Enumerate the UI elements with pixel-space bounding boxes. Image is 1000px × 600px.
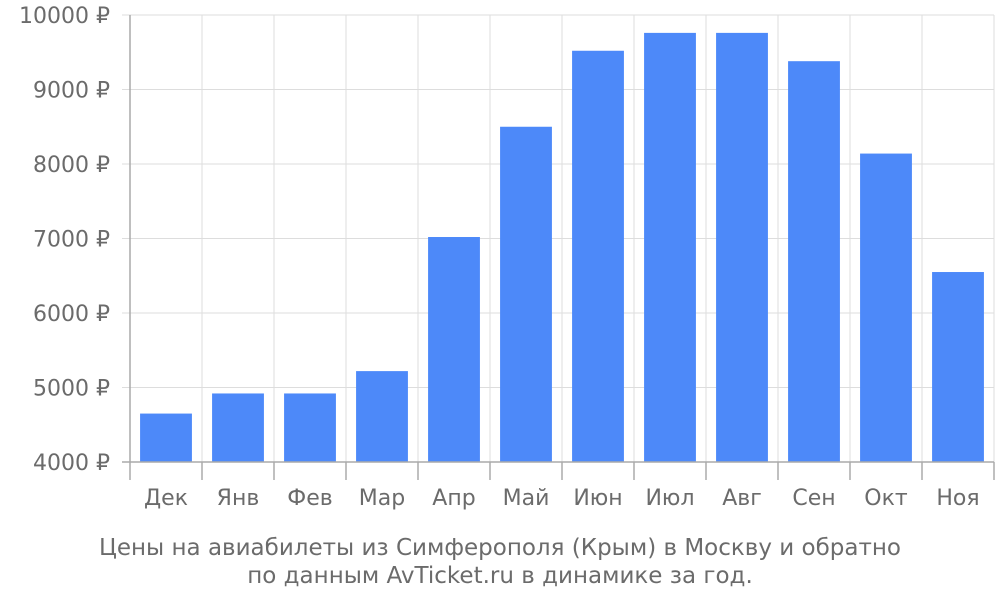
- x-tick-label: Ноя: [936, 486, 979, 511]
- chart-caption-line-2: по данным AvTicket.ru в динамике за год.: [247, 563, 753, 589]
- bar: [572, 50, 624, 462]
- x-tick-label: Апр: [432, 486, 475, 511]
- y-tick-label: 10000 ₽: [19, 4, 110, 29]
- bars: [140, 32, 984, 462]
- x-tick-label: Сен: [792, 486, 835, 511]
- bar: [212, 393, 264, 462]
- bar: [500, 126, 552, 462]
- x-tick-labels: Дек Янв Фев Мар Апр Май Июн Июл Авг Сен Окт Ноя: [144, 486, 980, 511]
- x-tick-label: Авг: [722, 486, 762, 511]
- x-tick-label: Фев: [287, 486, 332, 511]
- bar: [644, 32, 696, 462]
- bar: [788, 61, 840, 462]
- y-tick-label: 5000 ₽: [33, 377, 110, 402]
- chart-caption-line-1: Цены на авиабилеты из Симферополя (Крым)…: [98, 535, 901, 561]
- y-tick-label: 8000 ₽: [33, 153, 110, 178]
- x-tick-label: Окт: [864, 486, 908, 511]
- price-bar-chart: 4000 ₽ 5000 ₽ 6000 ₽ 7000 ₽ 8000 ₽ 9000 ₽ 1000…: [19, 4, 995, 511]
- y-tick-labels: 4000 ₽ 5000 ₽ 6000 ₽ 7000 ₽ 8000 ₽ 9000 ₽ 1000…: [19, 4, 110, 476]
- y-tick-label: 7000 ₽: [33, 228, 110, 253]
- x-tick-label: Июн: [573, 486, 622, 511]
- bar: [140, 413, 192, 462]
- x-tick-label: Дек: [144, 486, 188, 511]
- grid-lines: [122, 14, 995, 463]
- bar: [356, 371, 408, 462]
- x-tick-label: Май: [503, 486, 550, 511]
- x-tick-label: Мар: [359, 486, 405, 511]
- y-tick-label: 9000 ₽: [33, 79, 110, 104]
- bar: [860, 153, 912, 462]
- bar: [428, 237, 480, 462]
- x-tick-label: Янв: [217, 486, 260, 511]
- y-tick-label: 6000 ₽: [33, 302, 110, 327]
- bar: [284, 393, 336, 462]
- y-tick-label: 4000 ₽: [33, 451, 110, 476]
- bar: [716, 32, 768, 462]
- x-tick-label: Июл: [645, 486, 694, 511]
- bar: [932, 272, 984, 462]
- axes: [122, 15, 995, 480]
